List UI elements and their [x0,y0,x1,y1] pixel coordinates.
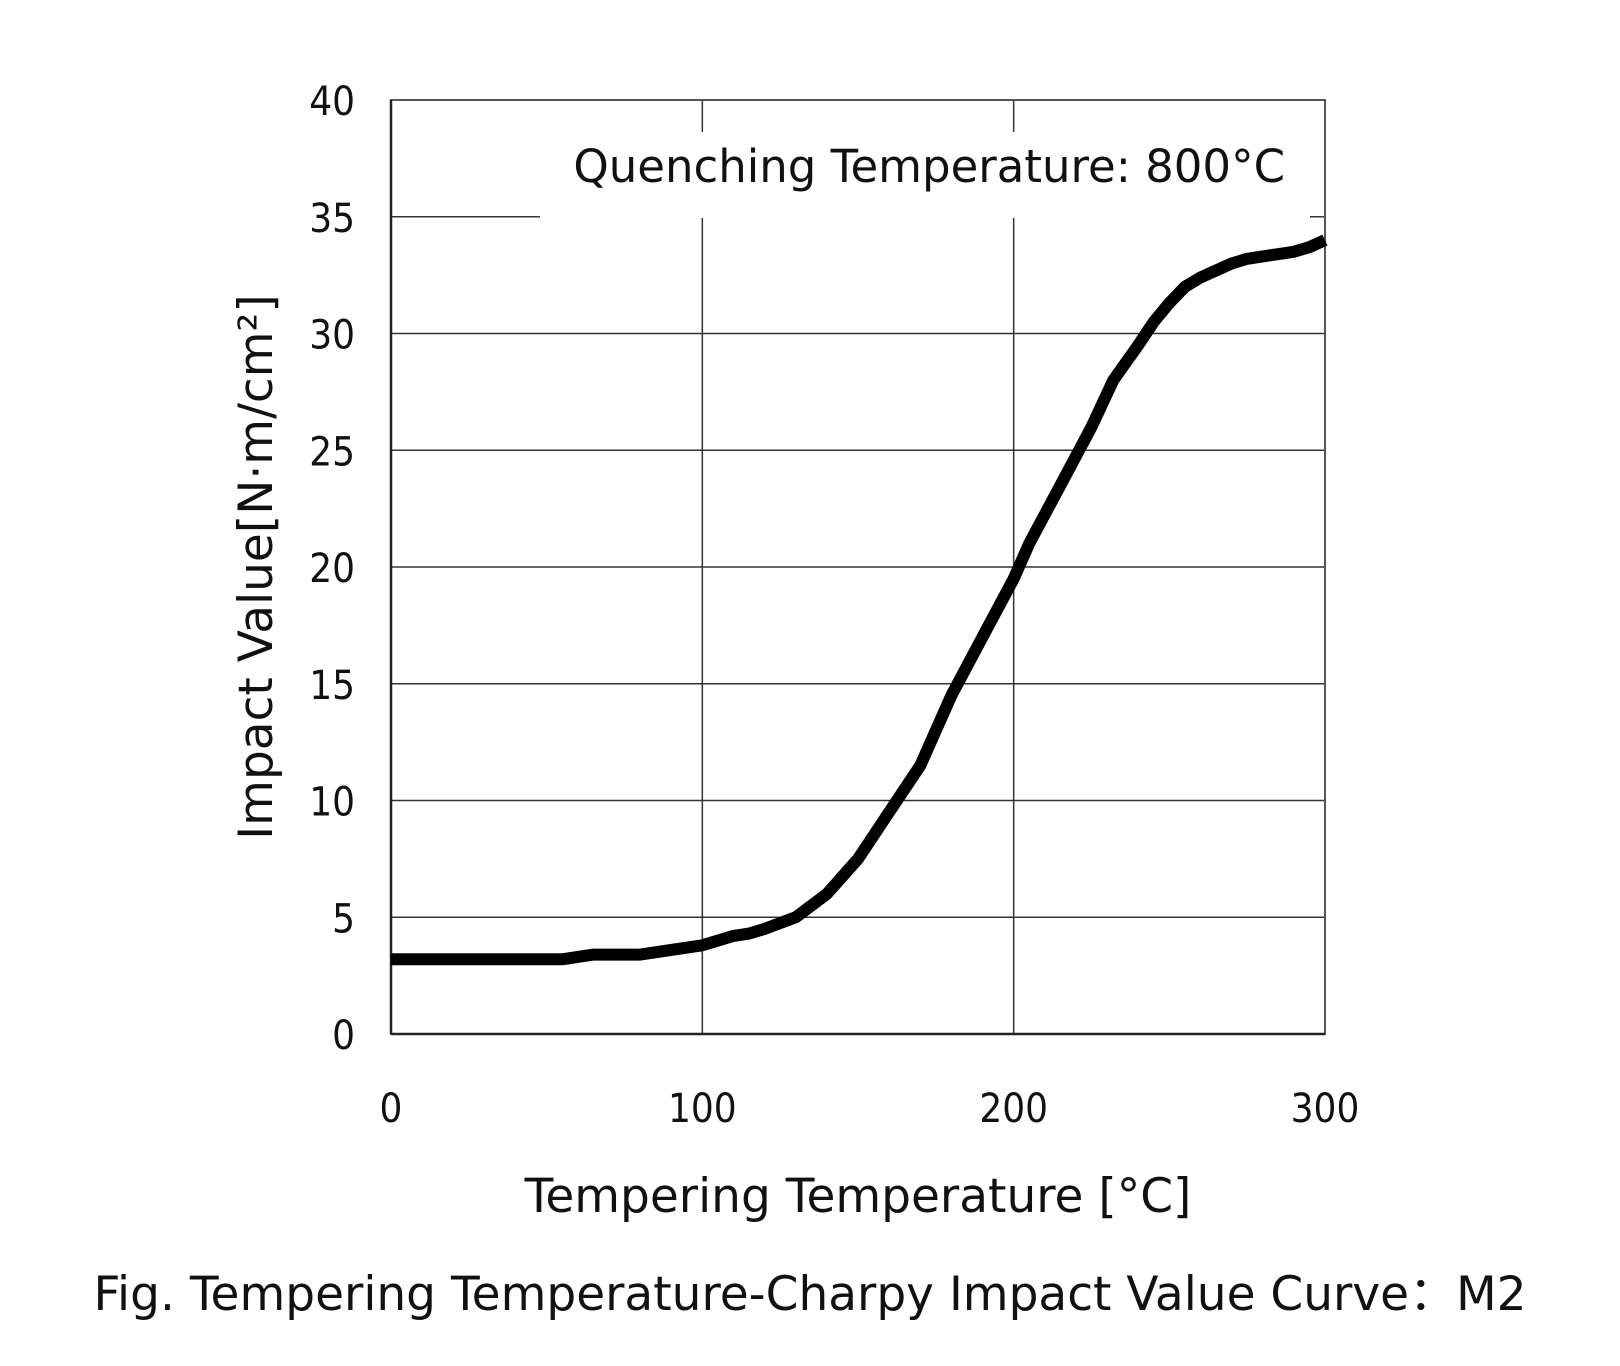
y-tick-label-35: 35 [309,196,355,242]
x-tick-label-200: 200 [979,1086,1048,1132]
series-line-0 [391,234,1328,966]
axes: 0 5 10 15 20 25 30 35 40 0 100 200 300 [309,79,1359,1132]
figure-caption: Fig. Tempering Temperature-Charpy Impact… [93,1267,1526,1322]
y-tick-label-25: 25 [309,429,355,475]
y-tick-label-10: 10 [309,780,355,826]
grid [391,100,1325,1034]
y-tick-label-15: 15 [309,663,355,709]
labels: Quenching Temperature: 800°C Tempering T… [93,132,1527,1322]
x-tick-label-100: 100 [668,1086,737,1132]
annotation-background [540,132,1310,218]
annotation-quenching-temperature: Quenching Temperature: 800°C [573,140,1285,193]
y-tick-label-20: 20 [309,546,355,592]
y-tick-label-30: 30 [309,313,355,359]
x-axis-title: Tempering Temperature [°C] [524,1169,1192,1224]
y-tick-label-40: 40 [309,79,355,125]
series-layer [391,234,1328,966]
x-tick-label-300: 300 [1291,1086,1360,1132]
y-tick-label-5: 5 [332,896,355,942]
x-tick-label-0: 0 [380,1086,403,1132]
y-tick-label-0: 0 [332,1013,355,1059]
y-axis-title: Impact Value[N·m/cm²] [229,294,284,839]
